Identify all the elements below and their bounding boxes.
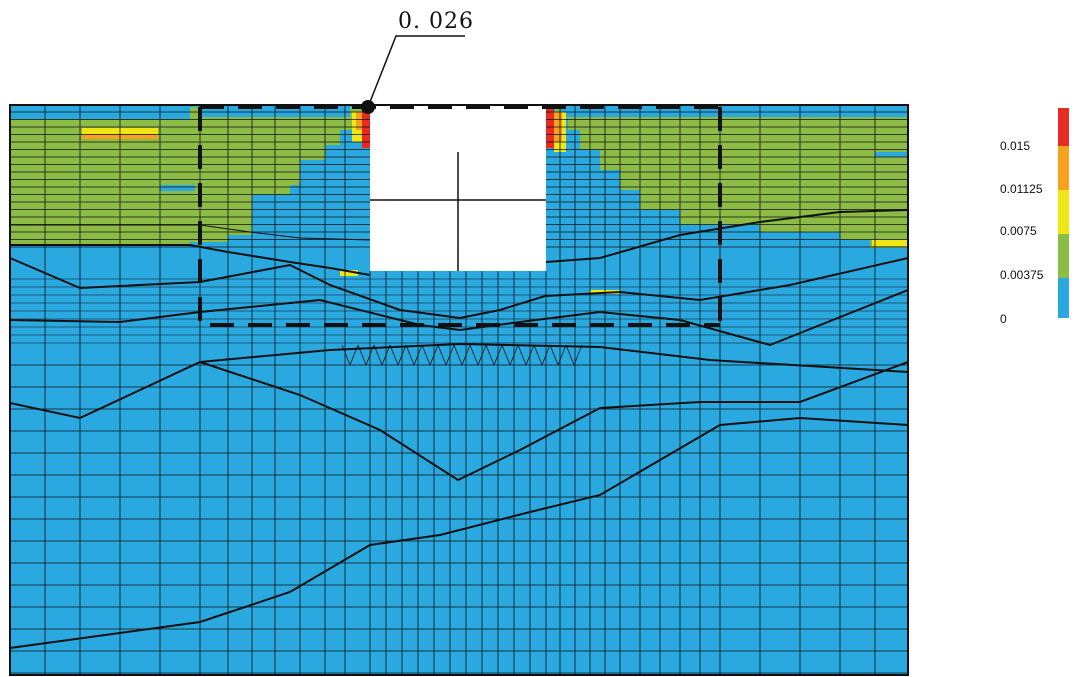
- legend-label: 0.0075: [1000, 224, 1037, 238]
- legend-label: 0: [1000, 312, 1007, 326]
- elevated-strain-cell: [872, 240, 908, 246]
- domain-border: [9, 104, 909, 676]
- mesh-line: [501, 344, 511, 366]
- mesh-line: [453, 344, 463, 366]
- mesh-line: [493, 344, 503, 366]
- soil-domain: [10, 105, 908, 675]
- mesh-line: [413, 344, 423, 366]
- peak-strain-cell: [362, 108, 370, 148]
- mesh-line: [557, 344, 567, 366]
- layer-boundary: [10, 224, 371, 241]
- mesh-line: [389, 344, 399, 366]
- layer-boundary: [9, 360, 909, 482]
- mesh-line: [485, 344, 495, 366]
- legend-label: 0.00375: [1000, 268, 1044, 282]
- mesh-line: [381, 344, 391, 366]
- legend-band-red: [1058, 108, 1069, 146]
- influence-zone-boundary: [198, 105, 722, 327]
- peak-strain-cell: [546, 108, 554, 148]
- mesh-line: [405, 344, 415, 366]
- elevated-strain-cell: [340, 270, 358, 276]
- legend-label: 0.015: [1000, 139, 1030, 153]
- legend-band-orange: [1058, 146, 1069, 190]
- mesh-line: [341, 344, 351, 366]
- legend-band-blue: [1058, 278, 1069, 318]
- mesh-line: [397, 344, 407, 366]
- mesh-line: [541, 344, 551, 366]
- callout-leader: [367, 35, 465, 108]
- low-strain-patch: [10, 107, 190, 119]
- callout-value: 0. 026: [398, 9, 474, 34]
- low-strain-patch: [160, 185, 195, 191]
- mesh-line: [445, 344, 455, 366]
- mesh-line: [517, 344, 527, 366]
- mesh-line: [477, 344, 487, 366]
- mesh-line: [461, 344, 471, 366]
- mesh-line: [573, 344, 583, 366]
- layer-boundary: [9, 416, 909, 649]
- layer-boundary: [10, 244, 371, 276]
- high-strain-cell: [356, 112, 364, 130]
- mesh-line: [509, 344, 519, 366]
- mesh-line: [469, 344, 479, 366]
- mesh-line: [429, 344, 439, 366]
- mesh-line: [525, 344, 535, 366]
- legend-label: 0.01125: [1000, 182, 1043, 196]
- layer-boundary: [199, 342, 909, 373]
- legend-band-green: [1058, 234, 1069, 278]
- layer-boundary: [9, 289, 909, 347]
- max-strain-callout: 0. 026: [361, 9, 474, 114]
- mesh-line: [437, 344, 447, 366]
- low-strain-patch: [875, 152, 908, 157]
- mesh-line: [421, 344, 431, 366]
- soil-layer-boundaries: [9, 209, 909, 649]
- low-strain-patch: [800, 243, 835, 248]
- mesh-line: [533, 344, 543, 366]
- mid-strain-region-left: [10, 107, 368, 245]
- mesh-line: [565, 344, 575, 366]
- legend-band-yellow: [1058, 190, 1069, 234]
- mesh-line: [549, 344, 559, 366]
- color-legend: 0.015 0.01125 0.0075 0.00375 0: [1000, 108, 1069, 326]
